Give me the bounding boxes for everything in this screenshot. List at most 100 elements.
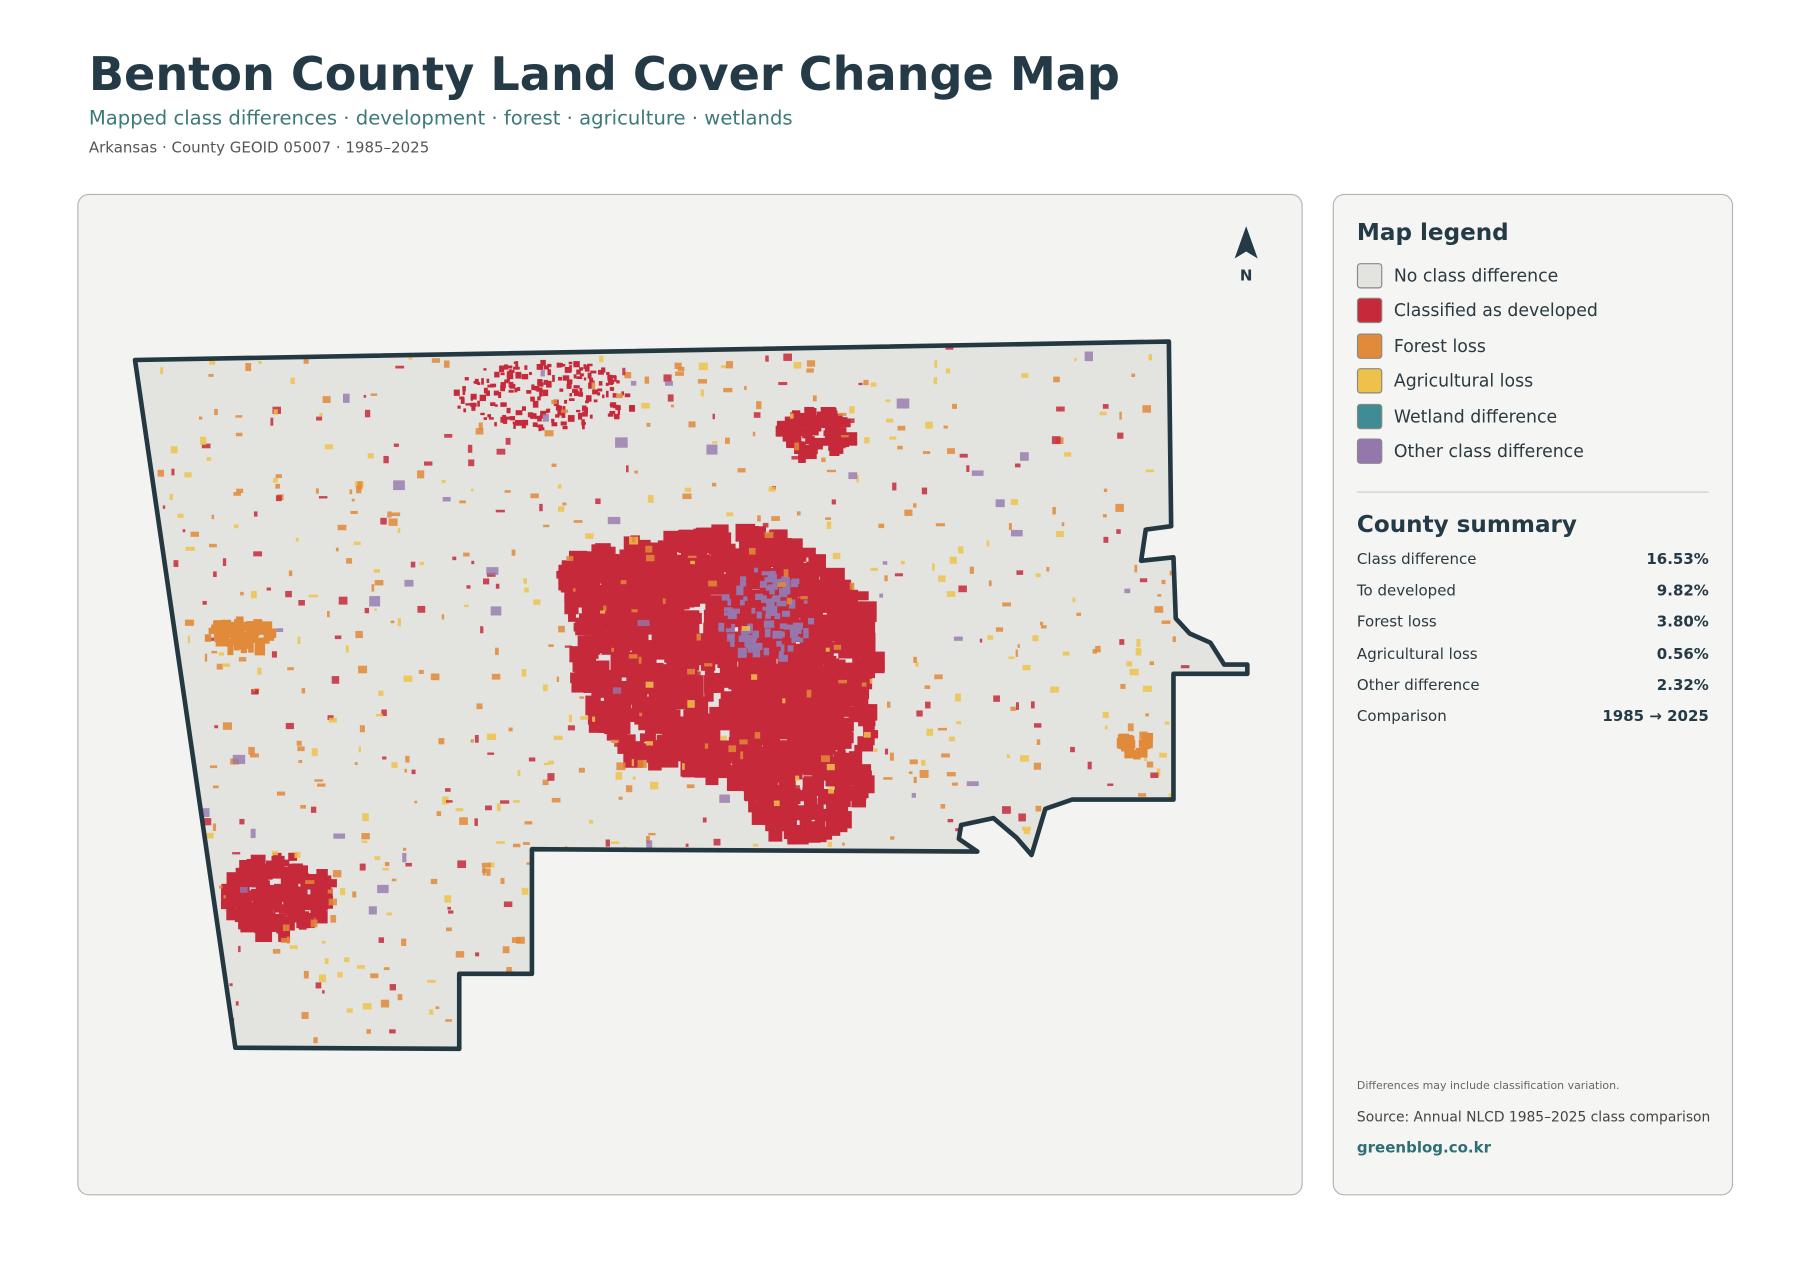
patch [508,384,512,388]
patch [776,640,782,647]
patch [231,632,239,645]
patch [776,664,790,683]
patch [540,359,546,366]
patch [616,642,631,653]
patch [222,558,227,566]
patch [452,556,457,561]
patch [936,874,942,881]
patch [491,673,501,680]
patch [301,1011,309,1019]
patch [794,631,799,641]
patch [331,676,340,684]
patch [668,566,684,575]
patch [546,380,552,388]
patch [455,808,464,812]
patch [609,375,617,379]
patch [1235,871,1242,877]
patch [765,607,770,616]
patch [1084,351,1093,362]
patch [675,621,698,634]
patch [371,584,375,592]
patch [827,706,832,712]
patch [1200,783,1213,788]
patch [819,587,842,600]
patch [593,564,614,576]
patch [349,489,353,495]
patch [885,874,891,883]
patch [1076,1036,1080,1041]
patch [500,877,505,885]
patch [453,389,460,396]
patch [837,743,846,759]
patch [1020,755,1029,762]
patch [1219,417,1223,424]
title: Benton County Land Cover Change Map [88,48,1120,102]
patch [233,524,239,529]
patch [622,367,626,376]
patch [226,906,236,921]
patch [820,755,830,763]
patch [666,642,677,667]
patch [839,697,850,716]
patch [445,800,453,803]
patch [559,362,563,368]
patch [516,936,525,944]
patch [714,539,725,552]
patch [624,393,631,398]
patch [953,636,963,641]
patch [777,582,786,588]
legend-item: No class difference [1356,263,1558,289]
patch [246,906,262,921]
patch [485,805,492,811]
patch [739,986,749,991]
patch [750,646,757,653]
patch [401,938,407,947]
patch [282,924,290,932]
patch [460,397,465,404]
patch [861,678,868,683]
patch [486,872,491,876]
patch [941,753,950,758]
patch [786,430,794,442]
patch [474,818,478,826]
patch [614,413,620,420]
patch [586,986,592,990]
patch [1006,754,1010,759]
patch [229,983,233,987]
patch [232,754,246,765]
patch [956,943,963,946]
patch [389,984,396,991]
patch [784,657,806,674]
patch [608,554,628,570]
patch [854,744,862,758]
patch [682,766,696,778]
patch [743,733,749,736]
patch [754,732,761,739]
patch [1018,813,1026,822]
patch [508,389,514,393]
patch [889,436,897,440]
patch [582,424,585,430]
patch [564,645,573,648]
summary-row: Class difference 16.53% [1357,552,1709,569]
patch [191,1003,198,1006]
patch [607,516,621,525]
patch [380,517,387,525]
patch [589,377,594,384]
patch [578,767,585,773]
patch [781,631,785,638]
patch [847,1033,851,1039]
patch [322,990,325,994]
patch [209,543,217,548]
patch [1070,907,1075,916]
patch [856,474,859,483]
patch [265,903,278,911]
patch [685,843,689,847]
patch [687,555,697,559]
patch [368,906,377,915]
patch [766,598,775,608]
patch [236,488,244,494]
patch [557,484,562,489]
patch [509,371,514,377]
patch [821,771,842,779]
